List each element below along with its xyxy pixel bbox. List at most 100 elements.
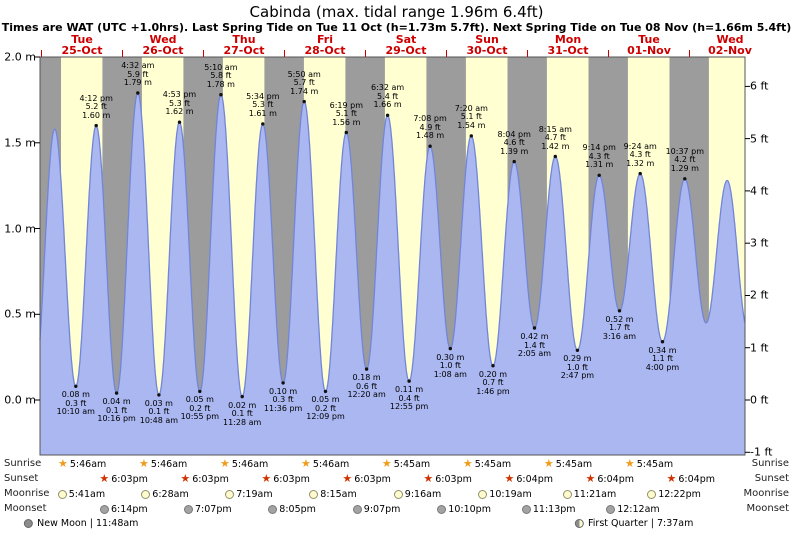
- moonset-icon: [184, 504, 193, 514]
- sunset-time: 6:04pm: [597, 473, 634, 485]
- sunset-time: 6:03pm: [435, 473, 472, 485]
- moonrise-icon: [393, 489, 403, 499]
- sunrise-entry: ★ 5:45am: [463, 458, 511, 470]
- sunset-entry: ★ 6:04pm: [667, 473, 716, 485]
- moonset-entry: 8:05pm: [268, 503, 316, 515]
- moonrise-entry: 5:41am: [57, 488, 106, 500]
- moonset-icon: [606, 504, 616, 514]
- moonset-entry: 11:13pm: [521, 503, 576, 515]
- day-label: Fri 28-Oct: [304, 33, 346, 57]
- moonrise-icon: [57, 489, 67, 499]
- sunrise-entry: ★ 5:45am: [544, 458, 592, 470]
- tide-high-annotation: 5:34 pm 5.3 ft 1.61 m: [246, 91, 280, 118]
- sunrise-entry: ★ 5:46am: [139, 458, 187, 470]
- moonrise-time: 5:41am: [68, 488, 106, 500]
- moonrise-icon: [647, 489, 657, 499]
- sunrise-entry: ★ 5:46am: [301, 458, 349, 470]
- moonset-entry: 6:14pm: [100, 503, 148, 515]
- sunset-icon: ★: [180, 472, 191, 485]
- moonset-time: 11:13pm: [532, 503, 576, 515]
- sunrise-entry: ★ 5:46am: [220, 458, 268, 470]
- moonrise-entry: 7:19am: [225, 488, 273, 500]
- tide-low-annotation: 0.02 m 0.1 ft 11:28 am: [223, 400, 262, 427]
- sunset-time: 6:04pm: [678, 473, 715, 485]
- tide-high-annotation: 4:53 pm 5.3 ft 1.62 m: [162, 90, 197, 117]
- day-label: Tue 25-Oct: [61, 33, 103, 57]
- sunset-icon: ★: [342, 472, 353, 485]
- moon-phase-text: First Quarter | 7:37am: [588, 518, 694, 529]
- moonset-time: 8:05pm: [279, 503, 316, 515]
- tide-high-annotation: 4:32 am 5.9 ft 1.79 m: [121, 61, 155, 87]
- moonrise-row-label: Moonrise: [4, 488, 50, 499]
- y-axis-label-left: 1.0 m: [4, 222, 36, 235]
- tide-low-annotation: 0.20 m 0.7 ft 1:46 pm: [476, 369, 510, 396]
- sunrise-time: 5:46am: [312, 458, 350, 470]
- sunset-time: 6:03pm: [111, 473, 148, 485]
- moonset-row-label: Moonset: [4, 503, 47, 514]
- tide-high-annotation: 7:08 pm 4.9 ft 1.48 m: [413, 114, 447, 141]
- tide-low-annotation: 0.10 m 0.3 ft 11:36 pm: [263, 386, 303, 413]
- day-label: Sun 30-Oct: [466, 33, 508, 57]
- sunrise-entry: ★ 5:45am: [625, 458, 673, 470]
- moonrise-time: 7:19am: [236, 488, 273, 500]
- y-axis-label-right: 2 ft: [750, 288, 769, 302]
- tide-low-annotation: 0.04 m 0.1 ft 10:16 pm: [97, 397, 136, 424]
- moonrise-entry: 6:28am: [141, 488, 189, 500]
- moonrise-icon: [225, 489, 235, 499]
- tide-low-annotation: 0.05 m 0.2 ft 10:55 pm: [180, 395, 220, 422]
- day-label: Tue 01-Nov: [627, 33, 671, 57]
- sunset-time: 6:04pm: [516, 473, 553, 485]
- moonset-row-label: Moonset: [746, 503, 790, 514]
- new-moon-icon: [24, 519, 34, 528]
- moonset-entry: 10:10pm: [437, 503, 491, 515]
- sunset-entry: ★ 6:03pm: [261, 473, 310, 485]
- moonrise-entry: 10:19am: [478, 488, 532, 500]
- tide-high-annotation: 8:15 am 4.7 ft 1.42 m: [538, 124, 572, 151]
- sunrise-icon: ★: [301, 457, 311, 470]
- day-label: Sat 29-Oct: [385, 33, 427, 57]
- sunset-row-label: Sunset: [754, 473, 789, 484]
- y-axis-label-right: 5 ft: [750, 132, 769, 146]
- moon-phase-text: New Moon | 11:48am: [37, 518, 139, 529]
- sunset-icon: ★: [423, 472, 434, 485]
- moonrise-icon: [562, 489, 572, 499]
- moonset-time: 12:12am: [617, 503, 660, 515]
- tide-low-annotation: 0.03 m 0.1 ft 10:48 am: [139, 398, 179, 425]
- day-label: Mon 31-Oct: [547, 33, 589, 57]
- moonset-entry: 7:07pm: [184, 503, 232, 515]
- sunrise-row-label: Sunrise: [751, 458, 789, 469]
- moonrise-icon: [478, 489, 488, 499]
- moonset-icon: [100, 504, 109, 514]
- first-quarter-icon: [575, 519, 584, 528]
- moonrise-time: 10:19am: [489, 488, 532, 500]
- tide-high-annotation: 7:20 am 5.1 ft 1.54 m: [454, 103, 488, 130]
- sunrise-icon: ★: [58, 457, 68, 470]
- moonrise-icon: [309, 489, 319, 499]
- moon-phase: First Quarter | 7:37am: [575, 518, 693, 529]
- sunrise-time: 5:45am: [393, 458, 431, 470]
- tide-low-annotation: 0.34 m 1.1 ft 4:00 pm: [645, 345, 680, 372]
- sunrise-icon: ★: [624, 457, 635, 470]
- sunset-time: 6:03pm: [273, 473, 310, 485]
- y-axis-label-right: 1 ft: [750, 341, 769, 355]
- tide-high-annotation: 10:37 pm 4.2 ft 1.29 m: [665, 146, 705, 173]
- sunset-entry: ★ 6:04pm: [586, 473, 635, 485]
- y-axis-label-right: 0 ft: [750, 393, 769, 407]
- y-axis-label-left: 0.5 m: [4, 307, 36, 321]
- y-axis-label-right: 6 ft: [750, 79, 769, 93]
- moonset-time: 10:10pm: [448, 503, 491, 515]
- moon-phase: New Moon | 11:48am: [24, 518, 138, 529]
- moonrise-time: 11:21am: [573, 488, 617, 500]
- tide-low-annotation: 0.42 m 1.4 ft 2:05 am: [517, 332, 552, 358]
- tide-high-annotation: 8:04 pm 4.6 ft 1.39 m: [497, 129, 531, 156]
- tide-high-annotation: 6:32 am 5.4 ft 1.66 m: [370, 83, 405, 110]
- y-axis-label-right: 4 ft: [750, 184, 769, 198]
- sunrise-time: 5:45am: [636, 458, 674, 470]
- sunrise-entry: ★ 5:45am: [382, 458, 430, 470]
- moonset-time: 7:07pm: [195, 503, 232, 515]
- chart-title: Cabinda (max. tidal range 1.96m 6.4ft): [249, 3, 544, 21]
- moonset-entry: 12:12am: [606, 503, 660, 515]
- chart-subtitle: Times are WAT (UTC +1.0hrs). Last Spring…: [1, 21, 792, 34]
- moonset-time: 6:14pm: [111, 503, 148, 515]
